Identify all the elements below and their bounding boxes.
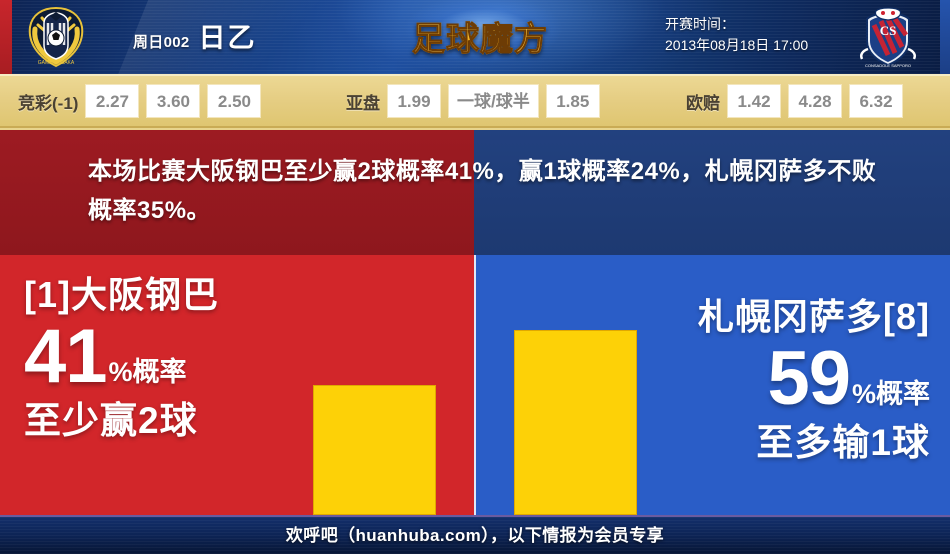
panel-divider (474, 255, 476, 515)
svg-text:CS: CS (880, 23, 897, 38)
away-probability: 59 %概率 (698, 341, 930, 417)
odds-group-european: 欧赔 1.42 4.28 6.32 (686, 84, 903, 118)
home-percent-label: %概率 (108, 357, 187, 387)
odds-jingcai-away[interactable]: 2.50 (207, 84, 262, 118)
banner-top-rule (0, 128, 950, 130)
odds-group-jingcai: 竞彩(-1) 2.27 3.60 2.50 (18, 84, 262, 118)
probability-chart: [1]大阪钢巴 41 %概率 至少赢2球 札幌冈萨多[8] 59 %概率 至多输… (0, 255, 950, 515)
odds-group-asian: 亚盘 1.99 一球/球半 1.85 (346, 84, 600, 118)
footer-bar: 欢呼吧（huanhuba.com），以下情报为会员专享 (0, 515, 950, 554)
odds-european-home[interactable]: 1.42 (727, 84, 781, 118)
home-probability: 41 %概率 (24, 319, 219, 395)
summary-banner: 本场比赛大阪钢巴至少赢2球概率41%，赢1球概率24%，札幌冈萨多不败概率35%… (0, 128, 950, 255)
consadole-sapporo-crest-icon: CS CONSADOLE SAPPORO (854, 5, 922, 69)
away-probability-bar (514, 330, 637, 515)
away-tagline: 至多输1球 (756, 422, 930, 463)
home-percent-value: 41 (24, 314, 108, 399)
brand-logo: 足球魔方 (394, 0, 566, 74)
odds-bar: 竞彩(-1) 2.27 3.60 2.50 亚盘 1.99 一球/球半 1.85… (0, 74, 950, 128)
home-team-name: [1]大阪钢巴 (24, 274, 219, 315)
header-right-accent (940, 0, 950, 74)
brand-glow (394, 0, 566, 74)
kickoff-info: 开赛时间： 2013年08月18日 17:00 (665, 14, 808, 56)
odds-european-draw[interactable]: 4.28 (788, 84, 842, 118)
odds-label-jingcai: 竞彩(-1) (18, 93, 79, 113)
home-probability-bar (313, 385, 436, 515)
odds-jingcai-home[interactable]: 2.27 (85, 84, 140, 118)
odds-label-asian: 亚盘 (346, 93, 380, 113)
odds-asian-away[interactable]: 1.85 (545, 84, 600, 118)
away-team-name: 札幌冈萨多[8] (698, 296, 930, 337)
banner-left-half (0, 130, 474, 255)
away-percent-label: %概率 (851, 379, 930, 409)
odds-asian-home[interactable]: 1.99 (387, 84, 441, 118)
brand-name: 足球魔方 (412, 12, 548, 60)
away-percent-value: 59 (767, 336, 851, 421)
kickoff-label: 开赛时间： (665, 16, 735, 32)
league-name: 日乙 (198, 23, 257, 53)
odds-label-european: 欧赔 (686, 93, 720, 113)
match-header: GAMBA OSAKA 周日002 日乙 足球魔方 开赛时间： 2013年08月… (0, 0, 950, 74)
footer-text: 欢呼吧（huanhuba.com），以下情报为会员专享 (285, 526, 665, 545)
round-number: 周日002 (133, 34, 190, 51)
gamba-osaka-crest-icon: GAMBA OSAKA (22, 5, 90, 69)
odds-jingcai-draw[interactable]: 3.60 (146, 84, 201, 118)
banner-right-half (474, 130, 950, 255)
kickoff-time: 2013年08月18日 17:00 (665, 37, 809, 53)
home-tagline: 至少赢2球 (24, 400, 198, 441)
header-left-accent (0, 0, 12, 74)
svg-text:CONSADOLE SAPPORO: CONSADOLE SAPPORO (865, 63, 911, 68)
away-panel: 札幌冈萨多[8] 59 %概率 至多输1球 (474, 255, 950, 515)
home-panel: [1]大阪钢巴 41 %概率 至少赢2球 (0, 255, 474, 515)
odds-european-away[interactable]: 6.32 (849, 84, 903, 118)
summary-text: 本场比赛大阪钢巴至少赢2球概率41%，赢1球概率24%，札幌冈萨多不败概率35%… (88, 158, 877, 224)
match-meta: 周日002 日乙 (133, 16, 257, 55)
home-team-block: [1]大阪钢巴 41 %概率 至少赢2球 (24, 273, 219, 443)
away-team-block: 札幌冈萨多[8] 59 %概率 至多输1球 (698, 295, 930, 465)
svg-text:GAMBA OSAKA: GAMBA OSAKA (38, 60, 75, 66)
odds-asian-handicap-line[interactable]: 一球/球半 (448, 84, 539, 118)
